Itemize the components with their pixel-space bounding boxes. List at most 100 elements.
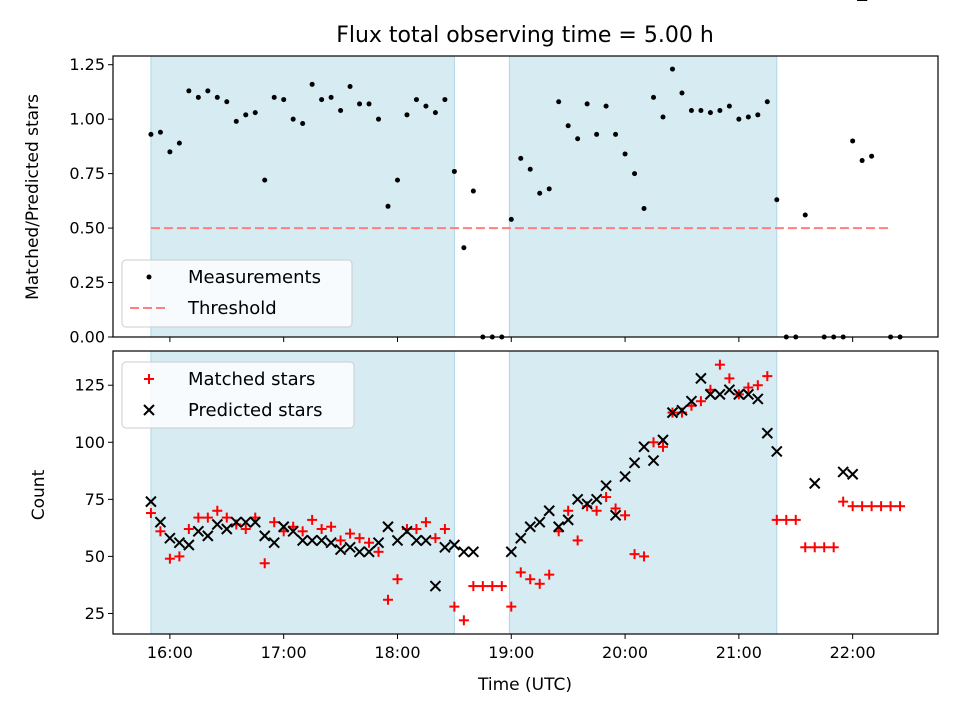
bottom-predicted-stars-point: [334, 543, 347, 556]
bottom-matched-stars-point: [885, 501, 896, 512]
bottom-predicted-stars-point: [467, 546, 480, 558]
bottom-matched-stars-point: [193, 512, 204, 523]
bottom-predicted-stars-point: [211, 518, 224, 531]
bottom-predicted-stars-point: [771, 445, 783, 458]
bottom-predicted-stars-point: [401, 525, 413, 538]
top-measurements-point: [309, 81, 315, 87]
top-measurements-point: [679, 90, 685, 96]
bottom-y-tick-label: 125: [74, 376, 105, 395]
bottom-predicted-stars-point: [296, 534, 309, 547]
top-measurements-point: [527, 166, 533, 172]
bottom-matched-stars-point: [525, 574, 536, 585]
top-measurements-point: [290, 116, 296, 122]
bottom-predicted-stars-point: [164, 532, 176, 544]
top-measurements-point: [537, 190, 543, 196]
bottom-matched-stars-point: [240, 524, 251, 535]
top-measurements-point: [271, 94, 277, 100]
top-y-tick-label: 1.00: [69, 110, 105, 129]
bottom-matched-stars-point: [857, 501, 868, 512]
top-measurements-point: [432, 110, 438, 116]
bottom-matched-stars-point: [563, 505, 574, 516]
top-measurements-point: [233, 118, 239, 124]
bottom-matched-stars-point: [439, 524, 450, 535]
bottom-predicted-stars-point: [249, 516, 261, 528]
bottom-predicted-stars-point: [524, 521, 536, 533]
bottom-matched-stars-point: [411, 524, 422, 535]
bottom-shaded-window-2: [509, 351, 777, 634]
bottom-matched-stars-point: [297, 526, 308, 537]
bottom-predicted-stars-point: [353, 546, 366, 558]
bottom-predicted-stars-point: [363, 546, 375, 558]
bottom-predicted-stars-point: [761, 427, 774, 439]
top-legend: [121, 259, 353, 328]
bottom-predicted-stars-point: [306, 534, 318, 547]
top-measurements-point: [698, 107, 704, 113]
top-measurements-point: [338, 107, 344, 113]
top-measurements-point: [167, 149, 173, 155]
bottom-matched-stars-point: [383, 594, 393, 605]
bottom-predicted-stars-point: [752, 393, 764, 405]
bottom-predicted-stars-point: [192, 525, 205, 538]
bottom-predicted-stars-point: [704, 388, 717, 401]
bottom-x-tick-label: 18:00: [374, 643, 420, 662]
bottom-matched-stars-point: [809, 542, 820, 553]
top-measurements-point: [802, 212, 808, 218]
top-measurements-point: [281, 97, 287, 103]
bottom-predicted-stars-point: [562, 514, 574, 526]
bottom-predicted-stars-point: [420, 534, 432, 547]
bottom-predicted-stars-point: [515, 532, 527, 544]
top-measurements-point: [423, 103, 429, 109]
top-measurements-point: [205, 88, 211, 94]
bottom-matched-stars-point: [629, 549, 640, 560]
top-measurements-point: [328, 94, 334, 100]
top-measurements-point: [632, 171, 638, 177]
bottom-matched-stars-point: [790, 514, 801, 525]
bottom-matched-stars-point: [838, 496, 849, 507]
bottom-predicted-stars-point: [221, 523, 233, 535]
bottom-matched-stars-point: [781, 514, 792, 525]
bottom-predicted-stars-point: [382, 521, 394, 533]
bottom-matched-stars-point: [307, 514, 318, 525]
top-measurements-point: [764, 99, 770, 105]
bottom-y-tick-label: 50: [85, 547, 105, 566]
top-measurements-point: [214, 94, 220, 100]
bottom-matched-stars-point: [335, 535, 346, 546]
bottom-predicted-stars-point: [230, 516, 242, 528]
bottom-predicted-stars-point: [429, 580, 442, 592]
bottom-matched-stars-point: [620, 510, 631, 521]
top-measurements-point: [252, 110, 258, 116]
bottom-predicted-stars-point: [742, 388, 755, 401]
bottom-matched-stars-point: [212, 505, 223, 516]
bottom-predicted-stars-point: [439, 541, 451, 553]
top-measurements-point: [442, 97, 448, 103]
bottom-predicted-stars-point: [590, 493, 603, 506]
bottom-matched-stars-point: [534, 578, 545, 589]
top-measurements-point: [755, 112, 761, 118]
bottom-matched-stars-point: [221, 512, 232, 523]
bottom-predicted-stars-point: [628, 457, 641, 469]
bottom-matched-stars-point: [354, 533, 365, 544]
bottom-predicted-stars-point: [723, 384, 736, 396]
top-legend-measurements-swatch: [146, 274, 152, 280]
top-axes-frame: [112, 55, 939, 338]
top-measurements-point: [575, 136, 581, 142]
top-measurements-point: [224, 99, 230, 105]
bottom-matched-stars-point: [895, 501, 906, 512]
top-y-tick-label: 1.25: [69, 55, 105, 74]
bottom-matched-stars-point: [326, 521, 337, 532]
bottom-matched-stars-point: [487, 581, 498, 592]
bottom-predicted-stars-point: [685, 395, 698, 407]
chart-title: Flux total observing time = 5.00 h: [336, 23, 714, 48]
bottom-predicted-stars-point: [571, 493, 584, 506]
top-measurements-point: [394, 177, 400, 183]
top-measurements-point: [300, 121, 306, 127]
top-shaded-window-2: [509, 56, 777, 337]
bottom-predicted-stars-point: [657, 434, 669, 446]
top-measurements-point: [859, 158, 865, 164]
bottom-predicted-stars-point: [543, 505, 555, 517]
top-measurements-point: [243, 112, 249, 118]
bottom-predicted-stars-point: [145, 495, 157, 508]
top-measurements-point: [186, 88, 192, 94]
